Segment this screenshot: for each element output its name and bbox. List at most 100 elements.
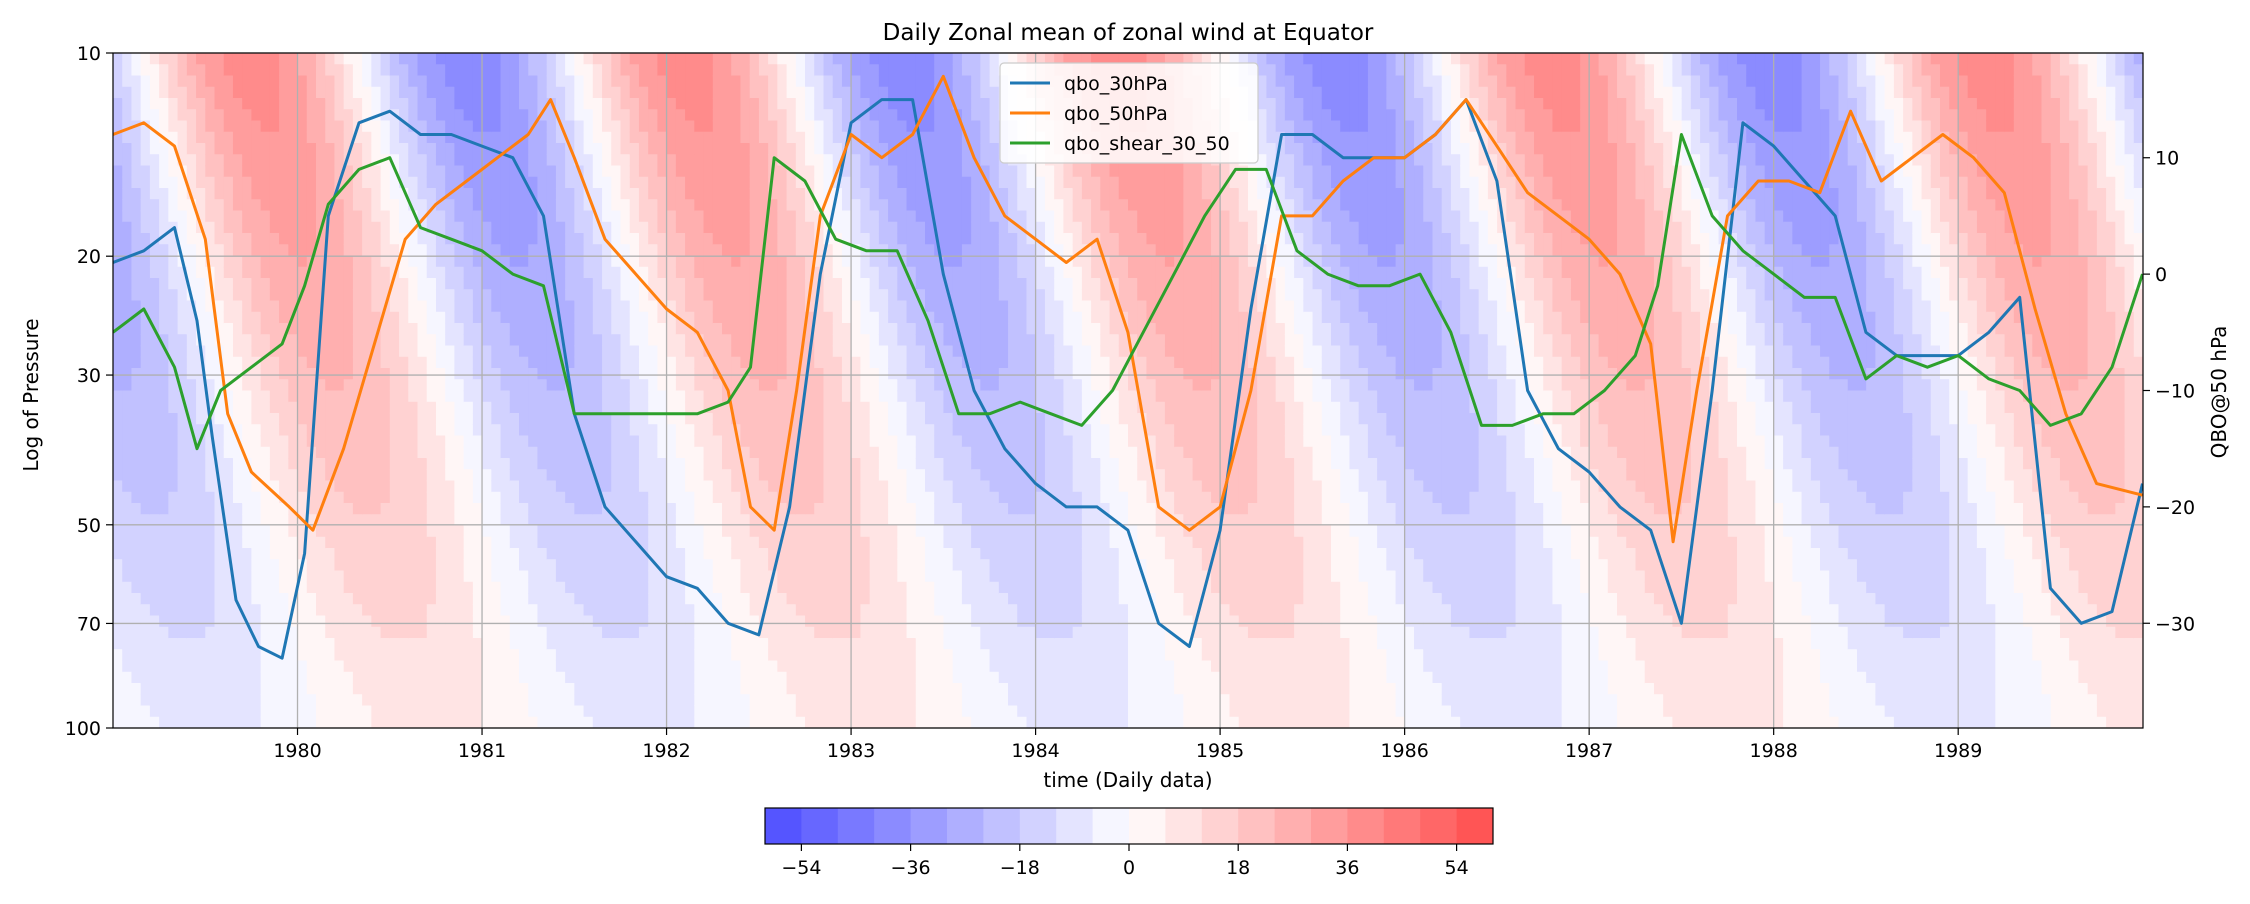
heat-cell bbox=[555, 64, 566, 77]
heat-cell bbox=[186, 278, 197, 290]
heat-cell bbox=[399, 143, 409, 155]
heat-cell bbox=[722, 368, 732, 380]
heat-cell bbox=[500, 694, 511, 707]
heat-cell bbox=[196, 525, 206, 538]
heat-cell bbox=[786, 570, 797, 583]
heat-cell bbox=[491, 593, 502, 605]
heat-cell bbox=[445, 570, 456, 583]
heat-cell bbox=[712, 536, 723, 549]
heat-cell bbox=[823, 390, 834, 403]
heat-cell bbox=[648, 120, 659, 133]
heat-cell bbox=[749, 109, 760, 122]
heat-cell bbox=[380, 120, 391, 133]
heat-cell bbox=[731, 98, 742, 110]
heat-cell bbox=[832, 278, 843, 290]
heat-cell bbox=[565, 683, 575, 695]
heat-cell bbox=[113, 109, 123, 122]
heat-cell bbox=[122, 581, 133, 594]
heat-cell bbox=[694, 435, 705, 448]
heat-cell bbox=[869, 75, 880, 88]
heat-cell bbox=[795, 176, 806, 189]
heat-cell bbox=[546, 626, 557, 639]
heat-cell bbox=[583, 401, 594, 414]
heat-cell bbox=[463, 98, 474, 110]
heat-cell bbox=[445, 131, 456, 144]
heat-cell bbox=[878, 64, 889, 77]
heat-cell bbox=[851, 300, 862, 313]
heat-cell bbox=[805, 548, 815, 560]
heat-cell bbox=[731, 446, 742, 459]
heat-cell bbox=[362, 525, 372, 538]
heat-cell bbox=[417, 683, 428, 695]
heat-cell bbox=[306, 401, 317, 414]
heat-cell bbox=[823, 446, 834, 459]
heat-cell bbox=[482, 469, 492, 482]
heat-cell bbox=[528, 64, 539, 77]
heat-cell bbox=[251, 244, 262, 257]
heat-cell bbox=[168, 131, 179, 144]
heat-cell bbox=[703, 683, 714, 695]
heat-cell bbox=[205, 345, 216, 358]
heat-cell bbox=[352, 86, 363, 99]
heat-cell bbox=[546, 323, 557, 335]
heat-cell bbox=[362, 311, 372, 324]
heat-cell bbox=[509, 626, 520, 639]
heat-cell bbox=[722, 548, 732, 560]
heat-cell bbox=[731, 266, 742, 279]
heat-cell bbox=[343, 638, 354, 650]
heat-cell bbox=[149, 98, 160, 110]
heat-cell bbox=[768, 390, 778, 403]
heat-cell bbox=[731, 638, 742, 650]
heat-cell bbox=[583, 199, 594, 212]
heat-cell bbox=[186, 109, 197, 122]
heat-cell bbox=[731, 244, 742, 257]
heat-cell bbox=[454, 660, 465, 673]
heat-cell bbox=[509, 334, 520, 347]
heat-cell bbox=[841, 300, 852, 313]
heat-cell bbox=[777, 604, 788, 617]
heat-cell bbox=[186, 143, 197, 155]
heat-cell bbox=[722, 300, 732, 313]
heat-cell bbox=[703, 154, 714, 167]
heat-cell bbox=[795, 98, 806, 110]
heat-cell bbox=[777, 188, 788, 200]
heat-cell bbox=[509, 244, 520, 257]
heat-cell bbox=[583, 165, 594, 178]
heat-cell bbox=[832, 548, 843, 560]
heat-cell bbox=[611, 626, 622, 639]
heat-cell bbox=[528, 176, 539, 189]
heat-cell bbox=[242, 390, 253, 403]
heat-cell bbox=[851, 188, 862, 200]
heat-cell bbox=[168, 435, 179, 448]
heat-cell bbox=[159, 300, 169, 313]
heat-cell bbox=[445, 458, 456, 470]
heat-cell bbox=[574, 593, 585, 605]
heat-cell bbox=[371, 615, 382, 628]
heat-cell bbox=[362, 671, 372, 684]
heat-cell bbox=[113, 716, 123, 728]
heat-cell bbox=[851, 334, 862, 347]
heat-cell bbox=[648, 480, 659, 493]
heat-cell bbox=[352, 356, 363, 369]
heat-cell bbox=[657, 165, 668, 178]
heat-cell bbox=[509, 694, 520, 707]
heat-cell bbox=[232, 514, 243, 527]
heat-cell bbox=[389, 469, 400, 482]
heat-cell bbox=[602, 446, 612, 459]
heat-cell bbox=[306, 176, 317, 189]
heat-cell bbox=[122, 120, 133, 133]
heat-cell bbox=[205, 536, 216, 549]
heat-cell bbox=[214, 199, 225, 212]
heat-cell bbox=[685, 75, 695, 88]
heat-cell bbox=[242, 570, 253, 583]
heat-cell bbox=[685, 615, 695, 628]
heat-cell bbox=[325, 503, 336, 515]
heat-cell bbox=[223, 356, 234, 369]
heat-cell bbox=[574, 705, 585, 718]
heat-cell bbox=[140, 165, 151, 178]
heat-cell bbox=[380, 593, 391, 605]
heat-cell bbox=[463, 176, 474, 189]
heat-cell bbox=[814, 424, 825, 437]
heat-cell bbox=[482, 615, 492, 628]
heat-cell bbox=[140, 233, 151, 245]
